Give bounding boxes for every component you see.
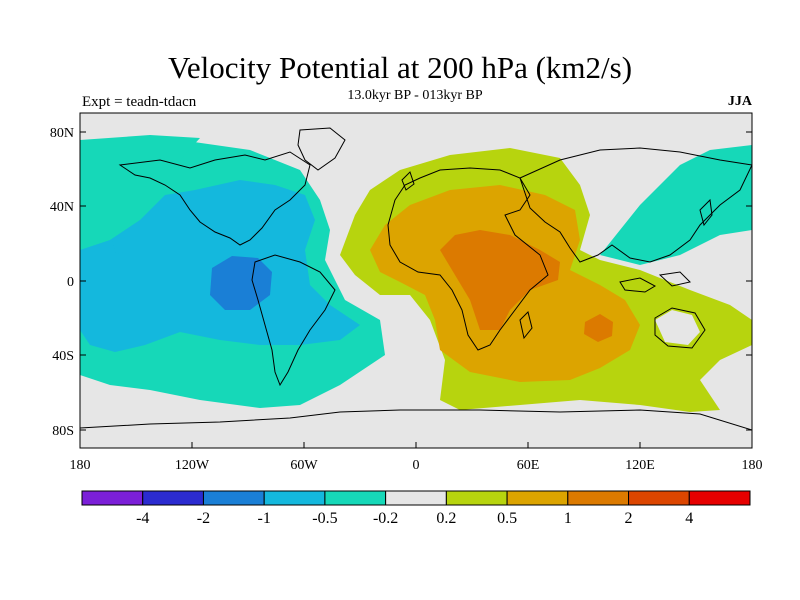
velocity-potential-map [80, 113, 752, 448]
lon-tick-label: 0 [413, 458, 420, 473]
lon-tick-label: 180 [742, 458, 763, 473]
colorbar-label: 0.2 [436, 510, 456, 527]
lon-tick-label: 120W [175, 458, 210, 473]
colorbar-swatch [202, 490, 265, 506]
lon-tick-label: 60E [517, 458, 540, 473]
colorbar-swatch [142, 490, 204, 506]
colorbar-label: 1 [564, 510, 572, 527]
season-label: JJA [727, 94, 752, 109]
lon-axis [79, 442, 753, 448]
colorbar-label: -2 [197, 510, 210, 527]
colorbar-label: -4 [136, 510, 149, 527]
contour-neg-1b [112, 236, 134, 254]
contour-pos-0.2-aus [655, 310, 700, 345]
contour-neg-0.2-arctic [80, 135, 200, 165]
lon-tick-label: 60W [290, 458, 318, 473]
lat-tick-label: 80S [52, 424, 74, 439]
contour-pos-1 [440, 230, 560, 330]
lat-tick-label: 40S [52, 349, 74, 364]
map-subtitle: 13.0kyr BP - 013kyr BP [347, 88, 483, 103]
contour-pos-1b [584, 314, 613, 342]
colorbar-swatch [688, 490, 751, 506]
lon-tick-label: 180 [70, 458, 91, 473]
colorbar-swatch [81, 490, 144, 506]
colorbar-swatch [567, 490, 630, 506]
colorbar-swatch [385, 490, 447, 506]
map-title: Velocity Potential at 200 hPa (km2/s) [167, 50, 633, 85]
colorbar-swatch [628, 490, 690, 506]
colorbar-label: -1 [258, 510, 271, 527]
lon-tick-label: 120E [625, 458, 655, 473]
colorbar-label: -0.5 [312, 510, 337, 527]
lat-tick-label: 0 [67, 275, 74, 290]
colorbar-swatch [263, 490, 326, 506]
lat-axis [80, 131, 752, 431]
contour-neg-0.2-asia [600, 145, 752, 265]
coastlines [80, 127, 752, 431]
colorbar-swatch [506, 490, 569, 506]
experiment-label: Expt = teadn-tdacn [82, 94, 197, 110]
colorbar: -4 -2 -1 -0.5 -0.2 0.2 0.5 1 2 4 [81, 490, 751, 527]
colorbar-label: 4 [685, 510, 693, 527]
lat-tick-label: 40N [50, 200, 74, 215]
colorbar-label: 0.5 [497, 510, 517, 527]
colorbar-swatch [445, 490, 508, 506]
colorbar-label: -0.2 [373, 510, 398, 527]
lat-tick-label: 80N [50, 126, 74, 141]
colorbar-swatch [324, 490, 387, 506]
colorbar-label: 2 [625, 510, 633, 527]
